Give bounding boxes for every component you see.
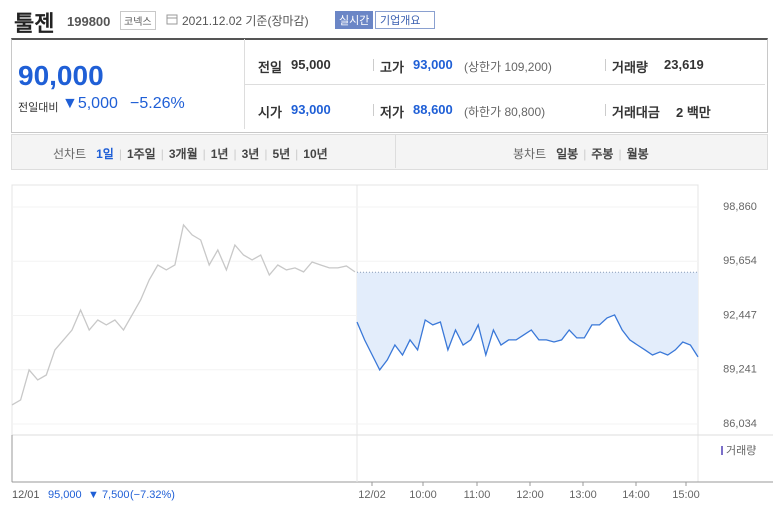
tab[interactable]: 1년 <box>210 147 229 161</box>
tab-label: 선차트 <box>53 147 87 161</box>
stat-value: 93,000 <box>291 102 331 117</box>
footer-change: ▼ 7,500 <box>88 489 130 501</box>
change-label: 전일대비 <box>18 102 59 114</box>
calendar-icon <box>166 14 178 25</box>
stock-code: 199800 <box>67 14 111 29</box>
tab-sep: | <box>160 147 164 161</box>
stat-label: 시가 <box>258 105 282 120</box>
tab-label: 봉차트 <box>513 147 547 161</box>
plot-frame <box>11 184 699 483</box>
market-badge: 코넥스 <box>120 11 156 30</box>
tab[interactable]: 3년 <box>241 147 260 161</box>
y-tick-label: 86,034 <box>723 418 757 430</box>
price-line <box>356 314 699 372</box>
stat-label: 저가 <box>380 105 404 120</box>
x-tick-label: 12/02 <box>358 489 386 501</box>
divider <box>245 84 765 85</box>
stat-label: 거래량 <box>612 60 648 75</box>
y-tick-label: 98,860 <box>723 201 757 213</box>
tab[interactable]: 주봉 <box>591 147 614 161</box>
x-tick-label: 11:00 <box>464 489 491 501</box>
date: 2021.12.02 기준(장마감) <box>182 14 309 28</box>
tab[interactable]: 1일 <box>96 147 114 161</box>
company-button[interactable]: 기업개요 <box>375 11 436 29</box>
separator <box>373 104 374 116</box>
separator <box>605 104 606 116</box>
stat-value: 23,619 <box>664 57 704 72</box>
tab-divider <box>395 135 396 168</box>
stat-label: 거래대금 <box>612 105 660 120</box>
footer-price: 95,000 <box>48 489 82 501</box>
price-line <box>11 223 356 406</box>
stat-label: 전일 <box>258 60 282 75</box>
tab[interactable]: 10년 <box>303 147 328 161</box>
price-panel <box>12 39 245 129</box>
volume-legend-swatch <box>721 446 723 455</box>
tab-sep: | <box>295 147 299 161</box>
stat-note: (하한가 80,800) <box>464 105 546 119</box>
y-tick-label: 95,654 <box>723 255 757 267</box>
tab[interactable]: 3개월 <box>168 147 198 161</box>
line-tabs: 선차트 1일 | 1주일 | 3개월 | 1년 | 3년 | 5년 | 10년 <box>48 145 333 162</box>
tab-sep: | <box>233 147 237 161</box>
stat-value: 93,000 <box>413 57 453 72</box>
tab[interactable]: 5년 <box>272 147 291 161</box>
stat-value: 2 백만 <box>676 105 711 120</box>
y-tick-label: 92,447 <box>723 309 757 321</box>
tab-sep: | <box>583 147 587 161</box>
stat-note: (상한가 109,200) <box>464 60 552 74</box>
x-tick-label: 13:00 <box>569 489 597 501</box>
tab-sep: | <box>264 147 268 161</box>
stock-name: 툴젠 <box>14 11 55 36</box>
volume-legend: 거래량 <box>726 444 756 457</box>
tab[interactable]: 월봉 <box>626 147 649 161</box>
realtime-badge[interactable]: 실시간 <box>335 11 374 29</box>
tab[interactable]: 1주일 <box>126 147 156 161</box>
footer-pct: (−7.32%) <box>130 489 175 501</box>
change: ▼5,000 <box>62 95 118 112</box>
x-tick-label: 10:00 <box>409 489 437 501</box>
x-tick-label: 12:00 <box>516 489 544 501</box>
stat-value: 88,600 <box>413 102 453 117</box>
tab-sep: | <box>202 147 206 161</box>
stat-label: 고가 <box>380 60 404 75</box>
x-tick-label: 14:00 <box>622 489 650 501</box>
chart: 98,860 95,654 92,447 89,241 86,034 12/02 10:00… <box>11 184 773 501</box>
tab[interactable]: 일봉 <box>556 147 579 161</box>
x-tick-label: 15:00 <box>672 489 700 501</box>
separator <box>373 59 374 71</box>
y-tick-label: 89,241 <box>723 364 757 376</box>
quote-box <box>11 38 768 133</box>
tab-sep: | <box>618 147 622 161</box>
reference-area <box>357 272 698 370</box>
change-pct: −5.26% <box>130 95 185 112</box>
separator <box>605 59 606 71</box>
candle-tabs: 봉차트 일봉 | 주봉 | 월봉 <box>508 145 654 162</box>
footer-date: 12/01 <box>12 489 40 501</box>
price: 90,000 <box>18 60 104 91</box>
stat-value: 95,000 <box>291 57 331 72</box>
tab-bar <box>11 134 768 170</box>
tab-sep: | <box>118 147 122 161</box>
